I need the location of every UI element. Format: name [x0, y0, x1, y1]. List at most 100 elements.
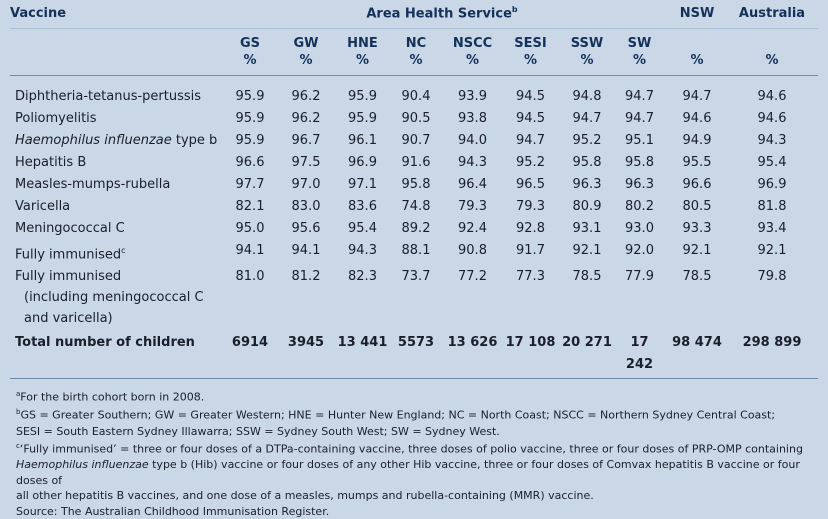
source-note: Source: The Australian Childhood Immunis…	[16, 504, 330, 518]
table-cell: 96.6	[682, 177, 712, 192]
table-row: Meningococcal C 95.0 95.6 95.4 89.2 92.4…	[10, 218, 818, 240]
footnote-a: aFor the birth cohort born in 2008.	[16, 390, 205, 404]
row-label: Meningococcal C	[15, 221, 125, 236]
table-cell: 95.9	[348, 89, 377, 104]
table-cell: 93.3	[682, 221, 712, 236]
table-cell: 92.0	[625, 243, 654, 258]
table-cell: 92.8	[516, 221, 545, 236]
row-label: Haemophilus influenzae type b	[15, 133, 218, 148]
table-cell: 95.9	[235, 111, 265, 126]
immunisation-table: Vaccine Area Health Serviceb NSW Austral…	[10, 0, 818, 518]
table-cell: 97.5	[291, 155, 321, 170]
col-header-australia: %	[765, 53, 779, 68]
table-cell: 96.7	[291, 133, 321, 148]
australia-column-header: Australia	[738, 5, 806, 21]
table-header-row: Vaccine Area Health Serviceb NSW Austral…	[10, 0, 818, 26]
footnote-c: c‘Fully immunised’ = three or four doses…	[16, 442, 803, 456]
table-cell: 13 441	[337, 335, 388, 351]
table-cell: 92.4	[458, 221, 487, 236]
table-cell: 94.7	[625, 111, 654, 126]
table-cell: 96.9	[348, 155, 377, 170]
table-cell: 77.3	[516, 269, 545, 285]
table-row: Fully immunised (including meningococcal…	[10, 266, 818, 329]
table-cell: 90.4	[401, 89, 431, 104]
table-cell: 94.8	[572, 89, 602, 104]
row-label: Total number of children	[15, 335, 195, 351]
nsw-column-header: NSW	[679, 5, 715, 21]
table-cell: 17 108	[505, 335, 556, 351]
footnotes: aFor the birth cohort born in 2008. bGS …	[10, 385, 818, 519]
table-cell: 80.5	[682, 199, 712, 214]
col-header-nc: NC%	[405, 36, 427, 68]
table-cell: 94.9	[682, 133, 712, 148]
col-header-nscc: NSCC%	[452, 36, 493, 68]
footnote-b-cont: SESI = South Eastern Sydney Illawarra; S…	[16, 424, 500, 438]
table-cell: 92.1	[682, 243, 712, 258]
header-divider	[10, 28, 818, 29]
table-cell: 92.1	[572, 243, 602, 258]
table-cell: 95.9	[235, 133, 265, 148]
table-cell: 94.3	[458, 155, 487, 170]
table-cell: 90.5	[401, 111, 431, 126]
area-health-service-header: Area Health Serviceb	[366, 4, 518, 22]
table-cell: 94.5	[516, 89, 545, 104]
table-cell: 73.7	[401, 269, 431, 285]
table-cell: 83.6	[348, 199, 377, 214]
col-header-gw: GW%	[293, 36, 319, 68]
col-header-ssw: SSW%	[570, 36, 604, 68]
table-cell: 95.2	[572, 133, 602, 148]
table-row: Fully immunisedc 94.1 94.1 94.3 88.1 90.…	[10, 240, 818, 266]
table-cell: 94.1	[235, 243, 265, 258]
table-cell: 79.8	[757, 269, 787, 285]
table-row: Diphtheria-tetanus-pertussis 95.9 96.2 9…	[10, 86, 818, 108]
col-header-sw: SW%	[627, 36, 652, 68]
table-cell: 93.1	[572, 221, 602, 236]
table-cell: 89.2	[401, 221, 431, 236]
table-cell: 82.1	[235, 199, 265, 214]
table-row: Varicella 82.1 83.0 83.6 74.8 79.3 79.3 …	[10, 196, 818, 218]
table-cell: 79.3	[458, 199, 487, 214]
table-cell: 94.3	[348, 243, 377, 258]
table-cell: 82.3	[348, 269, 377, 285]
table-cell: 97.0	[291, 177, 321, 192]
table-cell: 77.9	[625, 269, 654, 285]
row-label: Varicella	[15, 199, 71, 214]
table-cell: 298 899	[742, 335, 802, 351]
table-cell: 80.2	[625, 199, 654, 214]
table-cell: 94.7	[572, 111, 602, 126]
table-cell: 95.9	[235, 89, 265, 104]
table-cell: 96.3	[625, 177, 654, 192]
table-cell: 93.9	[458, 89, 487, 104]
footnote-c-cont2: all other hepatitis B vaccines, and one …	[16, 489, 594, 503]
table-cell: 94.7	[682, 89, 712, 104]
table-cell: 95.0	[235, 221, 265, 236]
row-label: Hepatitis B	[15, 155, 87, 170]
table-cell: 88.1	[401, 243, 431, 258]
table-cell: 78.5	[572, 269, 602, 285]
table-cell: 97.1	[348, 177, 377, 192]
table-row: Measles-mumps-rubella 97.7 97.0 97.1 95.…	[10, 174, 818, 196]
table-cell: 81.0	[235, 269, 265, 285]
table-cell: 94.1	[291, 243, 321, 258]
table-cell: 97.7	[235, 177, 265, 192]
col-header-nsw: %	[690, 53, 704, 68]
table-cell: 94.5	[516, 111, 545, 126]
table-cell: 93.0	[625, 221, 654, 236]
table-cell: 6914	[231, 335, 269, 351]
table-cell: 95.8	[625, 155, 654, 170]
table-cell: 77.2	[458, 269, 487, 285]
table-cell: 95.4	[757, 155, 787, 170]
table-row: Hepatitis B 96.6 97.5 96.9 91.6 94.3 95.…	[10, 152, 818, 174]
table-cell: 74.8	[401, 199, 431, 214]
table-cell: 94.6	[757, 111, 787, 126]
table-cell: 3945	[287, 335, 325, 351]
table-cell: 93.4	[757, 221, 787, 236]
table-cell: 95.6	[291, 221, 321, 236]
table-cell: 81.8	[757, 199, 787, 214]
table-cell: 92.1	[757, 243, 787, 258]
table-cell: 79.3	[516, 199, 545, 214]
table-cell: 95.9	[348, 111, 377, 126]
footnote-divider	[10, 378, 818, 380]
table-cell: 96.9	[757, 177, 787, 192]
table-cell: 94.7	[516, 133, 545, 148]
